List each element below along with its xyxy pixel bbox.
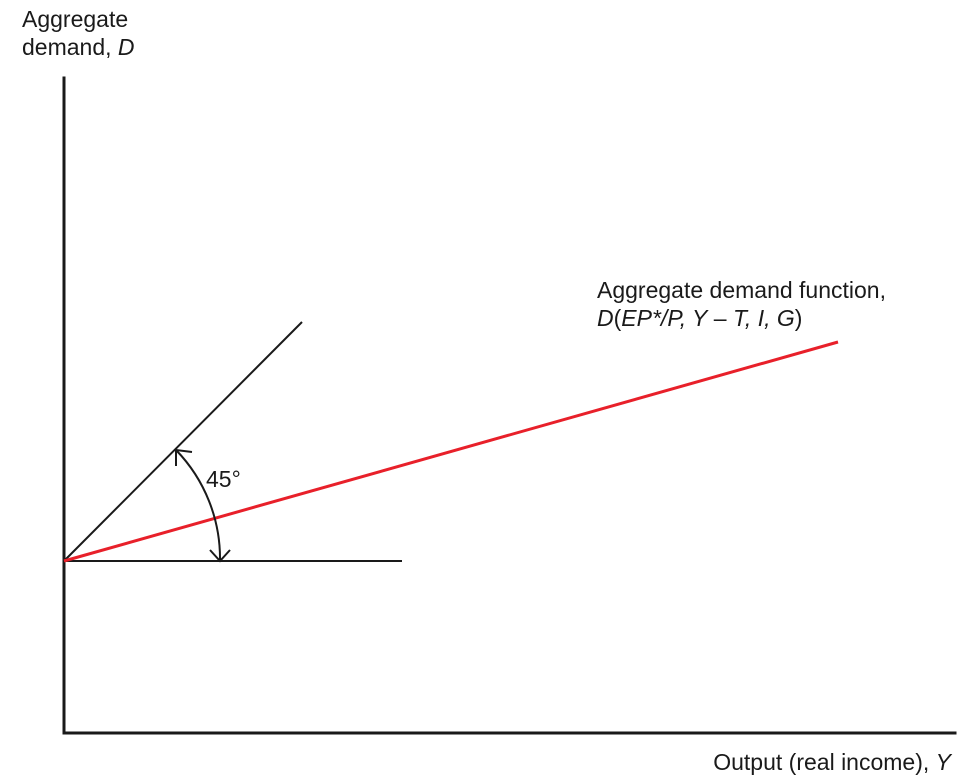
y-axis-variable: D <box>118 34 135 60</box>
aggregate-demand-line <box>63 340 839 563</box>
y-axis-label-line1: Aggregate <box>22 6 128 32</box>
45-degree-reference-line <box>63 321 303 562</box>
angle-arrowhead-upper <box>175 448 193 466</box>
function-label-part: T, I, G <box>733 305 795 331</box>
function-label-line1: Aggregate demand function, <box>597 277 886 303</box>
x-axis-label-prefix: Output (real income), <box>713 749 935 775</box>
angle-arrowhead-lower <box>209 549 231 563</box>
function-label-part: EP*/P, Y <box>621 305 709 331</box>
y-axis-label: Aggregate <box>22 6 128 32</box>
angle-arc <box>175 449 222 562</box>
x-axis-variable: Y <box>936 749 953 775</box>
function-label-part: ) <box>795 305 803 331</box>
function-label-line2: D(EP*/P, Y – T, I, G) <box>597 305 802 331</box>
angle-label: 45° <box>206 466 241 492</box>
y-axis-label-line2: demand, D <box>22 34 135 60</box>
x-axis-label: Output (real income), Y <box>713 749 952 775</box>
function-label-part: – <box>707 305 733 331</box>
y-axis-label-prefix: demand, <box>22 34 118 60</box>
function-label-part: ( <box>614 305 622 331</box>
function-label-part: D <box>597 305 614 331</box>
